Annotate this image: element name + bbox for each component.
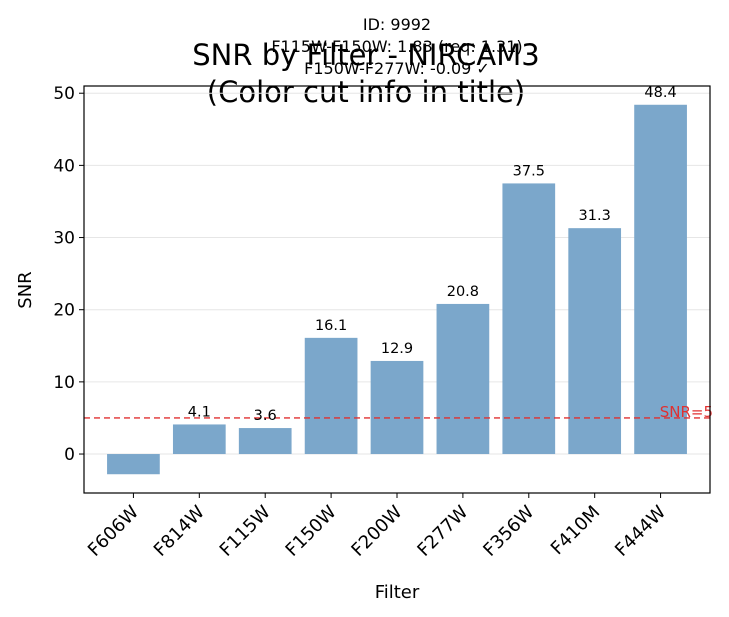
threshold-line-group: SNR=5	[84, 403, 713, 421]
x-tick-label-F200W: F200W	[347, 502, 406, 561]
snr-threshold-label: SNR=5	[660, 403, 713, 421]
bar-value-label-F814W: 4.1	[188, 404, 211, 420]
x-tick-label-F356W: F356W	[479, 502, 538, 561]
x-tick-label-F410M: F410M	[547, 502, 604, 559]
chart-title-line-2: (Color cut info in title)	[207, 75, 525, 109]
bar-value-labels: 4.1 3.6 16.1 12.9 20.8 37.5 31.3 48.4	[188, 85, 677, 424]
bar-F150W	[304, 337, 358, 455]
y-axis-label: SNR	[15, 271, 36, 308]
bar-F356W	[502, 183, 556, 455]
bar-value-label-F150W: 16.1	[315, 318, 347, 334]
bar-value-label-F200W: 12.9	[381, 341, 413, 357]
bar-F277W	[436, 303, 490, 455]
x-tick-label-F814W: F814W	[150, 502, 209, 561]
bar-value-label-F410M: 31.3	[579, 208, 611, 224]
y-tick-label: 10	[53, 373, 75, 393]
y-tick-label: 20	[53, 301, 75, 321]
x-tick-label-F444W: F444W	[611, 502, 670, 561]
bar-F200W	[370, 360, 424, 455]
x-axis-ticks: F606W F814W F115W F150W F200W F277W F356W F410M…	[84, 493, 670, 561]
bar-F606W	[107, 454, 160, 475]
bar-F814W	[172, 424, 226, 455]
x-tick-label-F150W: F150W	[282, 502, 341, 561]
bars	[107, 104, 687, 475]
y-tick-label: 50	[53, 84, 75, 104]
bar-value-label-F115W: 3.6	[254, 408, 277, 424]
x-tick-label-F115W: F115W	[216, 502, 275, 561]
y-tick-label: 30	[53, 229, 75, 249]
header-cut-line-2: F150W-F277W: -0.09 ✓	[304, 59, 490, 78]
bar-F444W	[634, 104, 687, 455]
header-id-line: ID: 9992	[363, 15, 431, 34]
bar-value-label-F444W: 48.4	[644, 85, 676, 101]
y-tick-label: 40	[53, 156, 75, 176]
x-tick-label-F277W: F277W	[413, 502, 472, 561]
x-axis-label: Filter	[375, 582, 420, 603]
bar-F115W	[238, 428, 292, 455]
chart-title-line-1: SNR by Filter - NIRCAM3	[192, 38, 540, 72]
bar-value-label-F356W: 37.5	[513, 163, 545, 179]
x-tick-label-F606W: F606W	[84, 502, 143, 561]
bar-F410M	[568, 228, 622, 455]
y-axis-ticks: 0 10 20 30 40 50	[53, 84, 84, 465]
header-cut-line-1: F115W-F150W: 1.83 (req: 1.31)	[271, 37, 522, 56]
y-tick-label: 0	[64, 445, 75, 465]
bar-value-label-F277W: 20.8	[447, 284, 479, 300]
